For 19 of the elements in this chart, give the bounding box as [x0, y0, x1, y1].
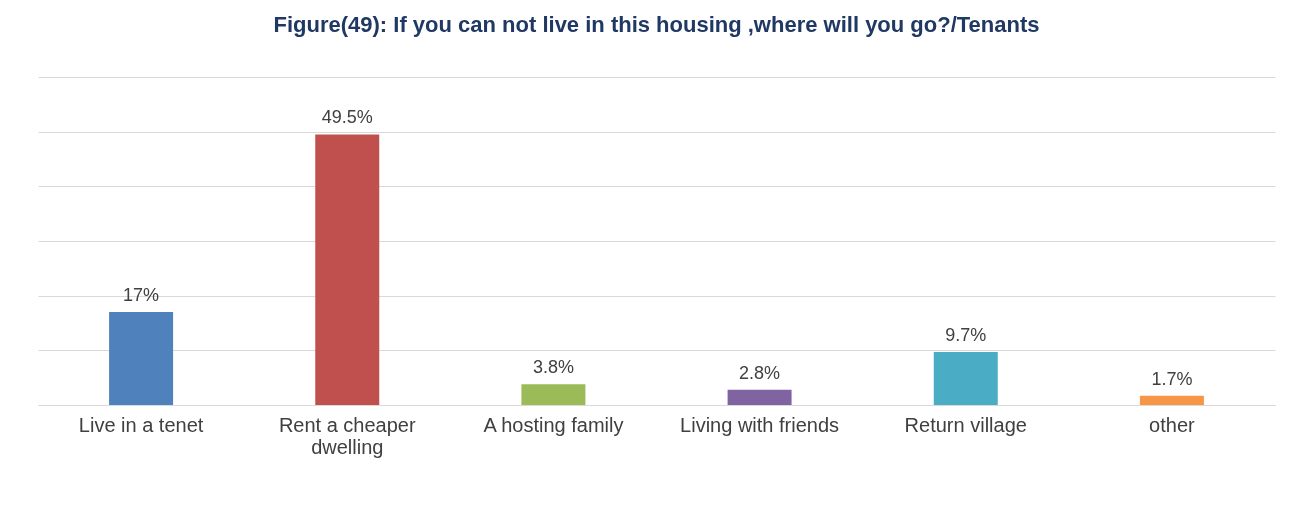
data-label: 2.8% [739, 362, 781, 383]
chart-title: Figure(49): If you can not live in this housing ,where will you go?/Tenants [273, 12, 1040, 37]
data-label: 1.7% [1151, 368, 1193, 389]
x-tick-label: Rent a cheaper dwelling [278, 413, 416, 458]
bar [933, 351, 998, 405]
bar [315, 134, 380, 405]
bar [521, 384, 586, 405]
data-label: 49.5% [321, 107, 373, 128]
x-tick-label: Return village [904, 413, 1027, 436]
data-label: 3.8% [532, 357, 574, 378]
x-tick-label: other [1149, 413, 1196, 436]
x-tick-label: Live in a tenet [78, 413, 204, 436]
bar [727, 389, 792, 405]
bar [1139, 395, 1204, 405]
x-tick-label: A hosting family [483, 413, 624, 436]
bar [109, 312, 174, 405]
data-label: 17% [123, 285, 160, 306]
data-label: 9.7% [945, 324, 987, 345]
x-tick-label: Living with friends [680, 413, 840, 436]
